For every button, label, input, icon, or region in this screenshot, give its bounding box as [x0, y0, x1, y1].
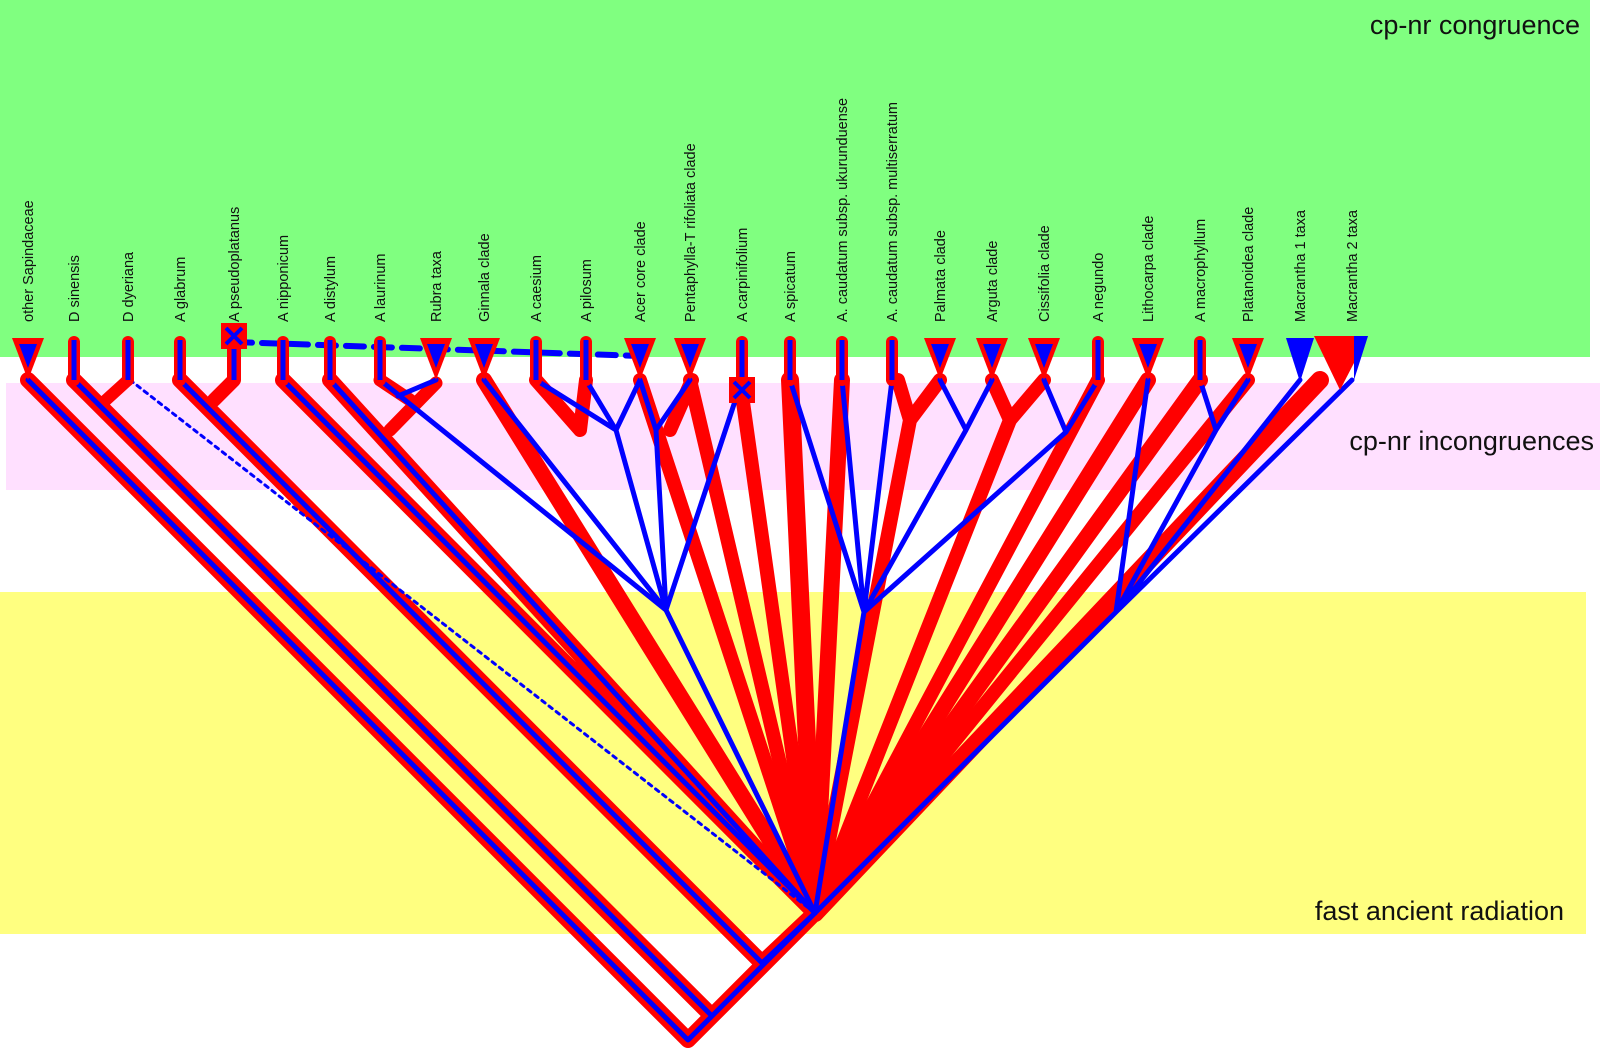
taxon-label-a-caesium: A caesium: [529, 255, 545, 322]
taxon-label-rubra-taxa: Rubra taxa: [429, 250, 445, 322]
nr-hub-middle: [787, 377, 1101, 916]
nr-hub-right: [812, 377, 1355, 916]
taxon-label-a-caudatum-subsp-multiserratum: A. caudatum subsp. multiserratum: [885, 102, 901, 322]
cp-branch-pilosum-core: [529, 373, 822, 920]
taxon-label-a-spicatum: A spicatum: [783, 251, 799, 322]
cp-branch-ginnala: [476, 372, 823, 921]
taxon-label-a-pseudoplatanus: A pseudoplatanus: [227, 207, 243, 322]
taxon-label-a-negundo: A negundo: [1091, 253, 1107, 322]
taxon-label-a-carpinifolium: A carpinifolium: [735, 228, 751, 322]
cp-branch-caudatum: [807, 372, 850, 921]
incongruences-zone-label: cp-nr incongruences: [1349, 426, 1594, 456]
tip-triangle-blue-arguta-clade: [983, 344, 1001, 368]
taxon-label-lithocarpa-clade: Lithocarpa clade: [1141, 216, 1157, 322]
congruence-zone-label: cp-nr congruence: [1370, 10, 1580, 40]
taxon-label-ginnala-clade: Ginnala clade: [477, 233, 493, 322]
taxon-label-d-dyeriana: D dyeriana: [121, 251, 137, 322]
taxon-label-d-sinensis: D sinensis: [67, 255, 83, 322]
tip-triangle-blue-other-sapindaceae: [19, 344, 37, 368]
taxon-label-a-macrophyllum: A macrophyllum: [1193, 219, 1209, 322]
cp-branch-arguta-cissifolia: [808, 373, 1051, 920]
nr-dyeriana-dotted: [128, 378, 817, 915]
nr-backbone: [25, 377, 818, 1043]
taxon-label-acer-core-clade: Acer core clade: [633, 221, 649, 322]
taxon-label-pentaphylla-t-rifoliata-clade: Pentaphylla-T rifoliata clade: [683, 143, 699, 322]
nr-rubra-laurinum: [377, 377, 669, 613]
tip-triangle-blue-macrantha-1-taxa: [1286, 338, 1314, 382]
congruence-zone: [0, 0, 1590, 357]
taxon-label-a-nipponicum: A nipponicum: [276, 235, 292, 322]
tip-triangle-blue-pentaphylla-t-rifoliata-clade: [681, 344, 699, 368]
tip-triangle-blue-cissifolia-clade: [1035, 344, 1053, 368]
taxon-label-macrantha-1-taxa: Macrantha 1 taxa: [1293, 209, 1309, 322]
taxon-label-platanoidea-clade: Platanoidea clade: [1241, 207, 1257, 322]
tip-cross-mark-a-pseudoplatanus: [224, 326, 244, 346]
taxon-label-other-sapindaceae: other Sapindaceae: [21, 200, 37, 322]
tip-triangle-blue-macrantha-2-taxa: [1354, 336, 1368, 380]
cp-branch-macrantha: [806, 371, 1329, 922]
tip-triangle-blue-ginnala-clade: [475, 344, 493, 368]
taxon-label-a-distylum: A distylum: [323, 256, 339, 322]
tip-cross-mark-a-carpinifolium: [732, 380, 752, 400]
taxon-label-macrantha-2-taxa: Macrantha 2 taxa: [1345, 209, 1361, 322]
radiation-zone-label: fast ancient radiation: [1315, 896, 1564, 926]
taxon-labels: other Sapindaceae D sinensis D dyeriana A g…: [21, 98, 1361, 322]
tip-triangle-blue-acer-core-clade: [631, 344, 649, 368]
taxon-label-a-caudatum-subsp-ukurunduense: A. caudatum subsp. ukurunduense: [835, 98, 851, 322]
tip-triangle-blue-platanoidea-clade: [1239, 344, 1257, 368]
taxon-label-a-glabrum: A glabrum: [173, 257, 189, 322]
taxon-tips: [12, 323, 1368, 403]
taxon-label-arguta-clade: Arguta clade: [985, 241, 1001, 322]
taxon-label-cissifolia-clade: Cissifolia clade: [1037, 225, 1053, 322]
taxon-label-a-laurinum: A laurinum: [373, 253, 389, 322]
nr-hub-left: [481, 377, 818, 916]
nr-tree: [25, 339, 1355, 1043]
tip-triangle-blue-lithocarpa-clade: [1139, 344, 1157, 368]
cp-branch-spicatum: [781, 371, 824, 922]
taxon-label-a-pilosum: A pilosum: [579, 259, 595, 322]
tip-triangle-blue-palmata-clade: [931, 344, 949, 368]
tip-triangle-blue-rubra-taxa: [427, 344, 445, 368]
taxon-label-palmata-clade: Palmata clade: [933, 230, 949, 322]
